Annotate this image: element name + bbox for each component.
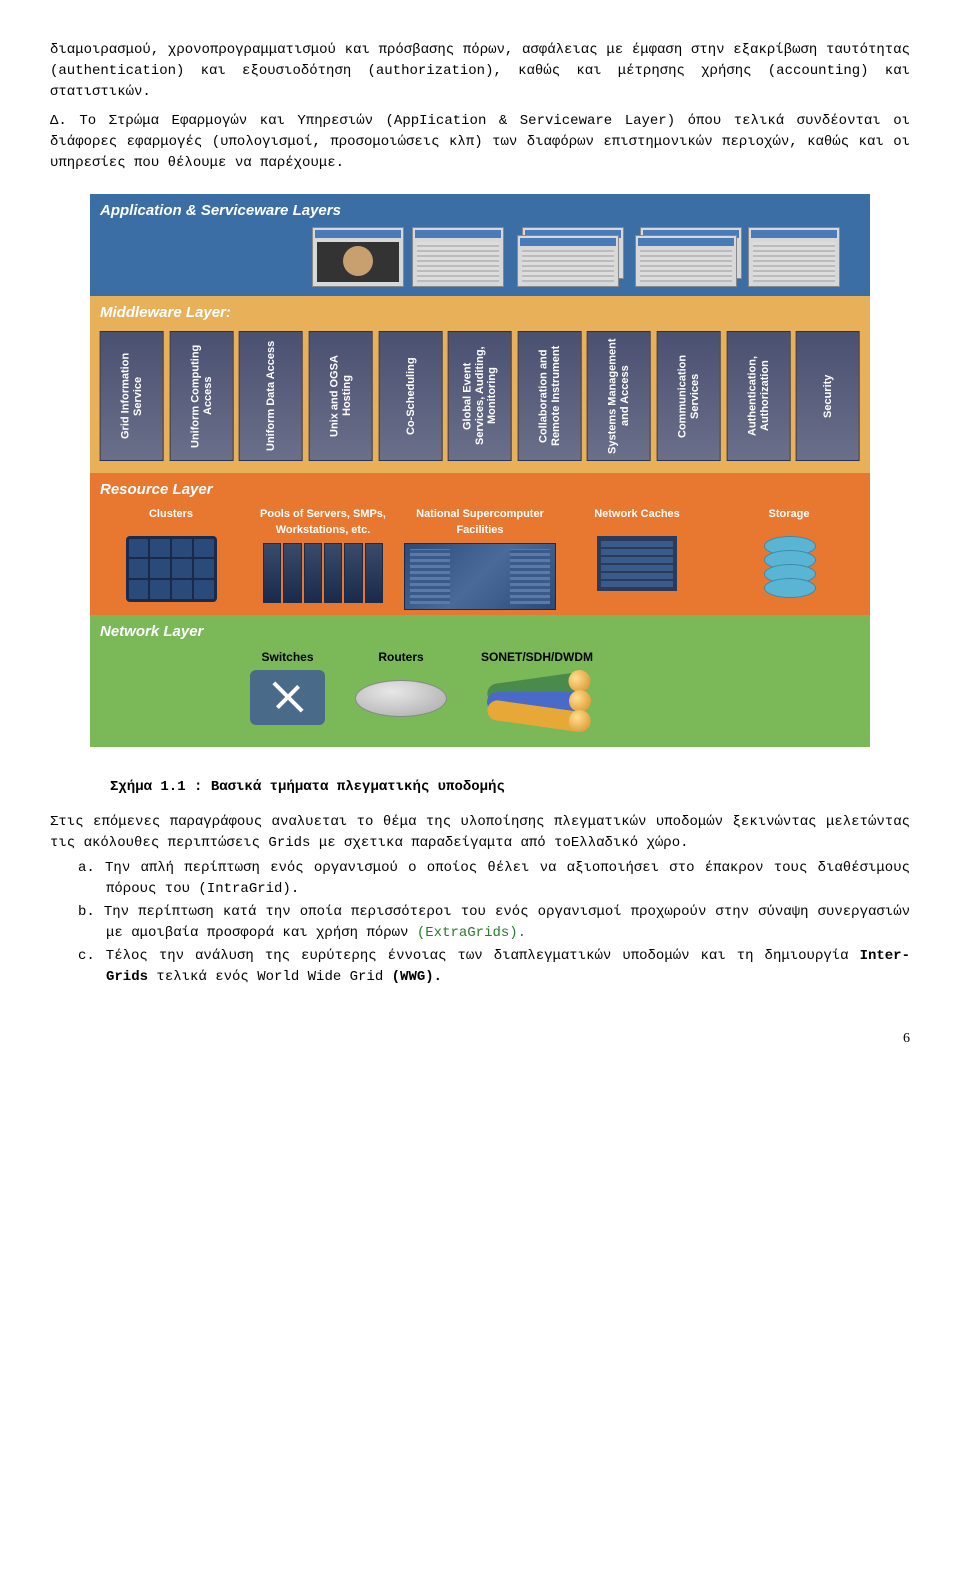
res-servers: Pools of Servers, SMPs, Workstations, et… bbox=[252, 506, 394, 603]
res-label: Clusters bbox=[100, 506, 242, 532]
intro-paragraph: διαμοιρασμού, χρονοπρογραμματισμού και π… bbox=[50, 40, 910, 103]
res-label: Network Caches bbox=[566, 506, 708, 532]
network-layer: Network Layer Switches Routers SONET/SDH… bbox=[90, 615, 870, 747]
resource-layer: Resource Layer Clusters Pools of Servers… bbox=[90, 473, 870, 615]
net-label: Switches bbox=[250, 648, 325, 666]
after-paragraph: Στις επόμενες παραγράφους αναλυεται το θ… bbox=[50, 812, 910, 854]
mid-box: Collaboration and Remote Instrument bbox=[518, 331, 582, 461]
res-clusters: Clusters bbox=[100, 506, 242, 602]
supercomputer-icon bbox=[404, 543, 556, 610]
list-c-text: c. Τέλος την ανάλυση της ευρύτερης έννοι… bbox=[78, 948, 860, 964]
switch-icon bbox=[250, 670, 325, 725]
list-item-b: b. Την περίπτωση κατά την οποία περισσότ… bbox=[50, 902, 910, 944]
res-netcache: Network Caches bbox=[566, 506, 708, 591]
netcache-icon bbox=[597, 536, 677, 591]
res-layer-title: Resource Layer bbox=[100, 479, 860, 502]
servers-icon bbox=[263, 543, 383, 603]
app-window-icon bbox=[748, 227, 840, 287]
res-label: Pools of Servers, SMPs, Workstations, et… bbox=[252, 506, 394, 539]
mid-box: Grid Information Service bbox=[100, 331, 164, 461]
window-stack-icon bbox=[512, 227, 622, 287]
middleware-layer: Middleware Layer: Grid Information Servi… bbox=[90, 296, 870, 473]
clusters-icon bbox=[126, 536, 217, 602]
list-item-c: c. Τέλος την ανάλυση της ευρύτερης έννοι… bbox=[50, 946, 910, 988]
net-routers: Routers bbox=[355, 648, 447, 717]
page-number: 6 bbox=[50, 1028, 910, 1049]
mid-box: Authentication, Authorization bbox=[727, 331, 791, 461]
app-layer-title: Application & Serviceware Layers bbox=[100, 200, 860, 223]
grid-layers-figure: Application & Serviceware Layers Middlew… bbox=[90, 194, 870, 747]
mid-box: Unix and OGSA Hosting bbox=[309, 331, 373, 461]
list-item-a: a. Την απλή περίπτωση ενός οργανισμού ο … bbox=[50, 858, 910, 900]
mid-box: Global Event Services, Auditing, Monitor… bbox=[448, 331, 512, 461]
res-supercomp: National Supercomputer Facilities bbox=[404, 506, 556, 610]
mid-box: Security bbox=[796, 331, 860, 461]
fiber-icon bbox=[477, 670, 597, 730]
list-c-mid: τελικά ενός World Wide Grid bbox=[148, 969, 392, 985]
resource-row: Clusters Pools of Servers, SMPs, Worksta… bbox=[100, 506, 860, 606]
storage-icon bbox=[764, 536, 814, 591]
net-label: Routers bbox=[355, 648, 447, 666]
net-switches: Switches bbox=[250, 648, 325, 725]
mid-box: Co-Scheduling bbox=[379, 331, 443, 461]
wwg-label: (WWG). bbox=[392, 969, 442, 985]
middleware-boxes: Grid Information Service Uniform Computi… bbox=[100, 329, 860, 463]
res-storage: Storage bbox=[718, 506, 860, 591]
mid-box: Communication Services bbox=[657, 331, 721, 461]
figure-caption: Σχήμα 1.1 : Βασικά τμήματα πλεγματικής υ… bbox=[110, 777, 910, 798]
res-label: Storage bbox=[718, 506, 860, 532]
extragrids-label: (ExtraGrids). bbox=[417, 925, 526, 941]
application-layer: Application & Serviceware Layers bbox=[90, 194, 870, 296]
window-stack-icon bbox=[630, 227, 740, 287]
mid-box: Uniform Data Access bbox=[239, 331, 303, 461]
paragraph-d: Δ. Το Στρώμα Εφαρμογών και Υπηρεσιών (Ap… bbox=[50, 111, 910, 174]
net-label: SONET/SDH/DWDM bbox=[477, 648, 597, 666]
net-sonet: SONET/SDH/DWDM bbox=[477, 648, 597, 730]
router-icon bbox=[355, 680, 447, 717]
network-row: Switches Routers SONET/SDH/DWDM bbox=[100, 648, 860, 738]
res-label: National Supercomputer Facilities bbox=[404, 506, 556, 539]
mid-box: Systems Management and Access bbox=[587, 331, 651, 461]
mid-layer-title: Middleware Layer: bbox=[100, 302, 860, 325]
camera-window-icon bbox=[312, 227, 404, 287]
app-window-icon bbox=[412, 227, 504, 287]
app-windows-row bbox=[100, 227, 860, 287]
mid-box: Uniform Computing Access bbox=[170, 331, 234, 461]
net-layer-title: Network Layer bbox=[100, 621, 860, 644]
